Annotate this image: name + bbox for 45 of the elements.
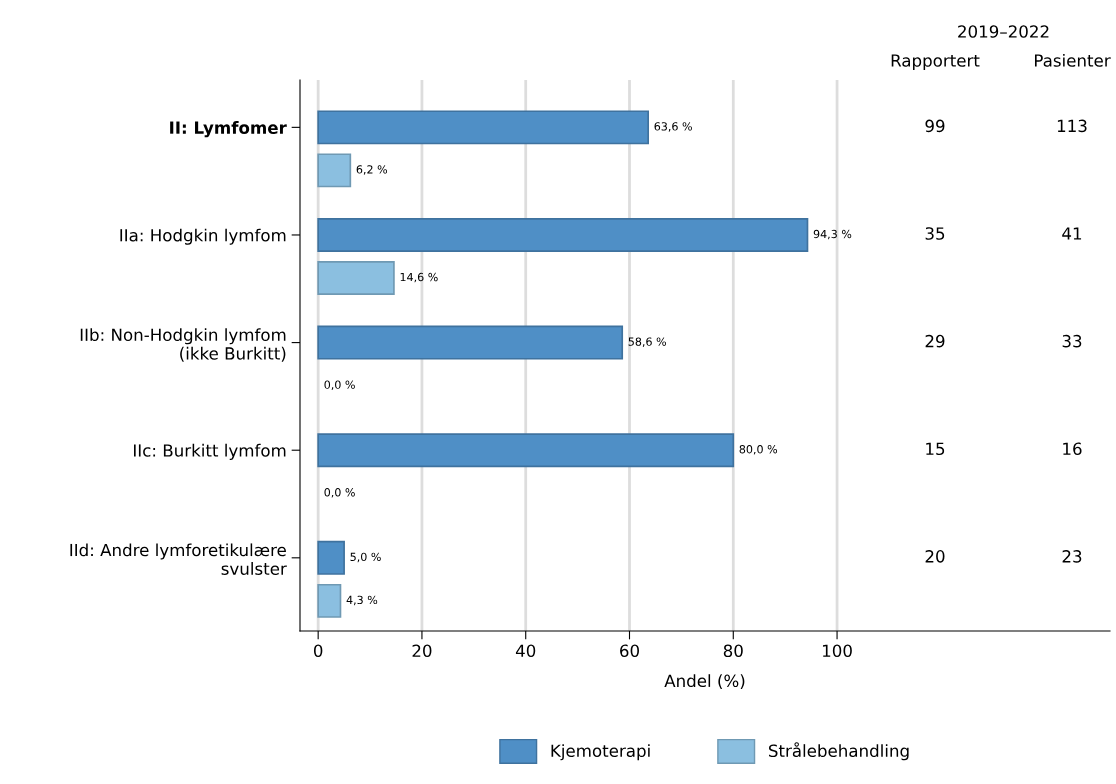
y-tick-label: IIa: Hodgkin lymfom xyxy=(120,228,286,245)
y-tick-label: IIb: Non-Hodgkin lymfom (ikke Burkitt) xyxy=(80,328,286,362)
legend-label: Strålebehandling xyxy=(768,742,909,761)
annotation: 20 xyxy=(925,550,945,563)
data-label: 58,6 % xyxy=(628,337,667,347)
bar xyxy=(317,261,395,295)
bar xyxy=(317,325,624,360)
data-label: 4,3 % xyxy=(346,595,378,606)
x-tick-label: 60 xyxy=(620,644,639,658)
annotation: 23 xyxy=(1062,550,1082,563)
bar xyxy=(317,217,809,252)
text: Pasienter xyxy=(1034,53,1111,67)
text: 2019–2022 xyxy=(958,25,1049,38)
y-tick-label: IIc: Burkitt lymfom xyxy=(134,443,286,460)
data-label: 6,2 % xyxy=(356,165,388,175)
x-tick-label: 80 xyxy=(723,644,743,658)
data-label: 80,0 % xyxy=(739,445,778,455)
x-tick-label: 40 xyxy=(515,644,536,658)
x-axis-title: Andel (%) xyxy=(664,674,745,690)
legend-label: Kjemoterapi xyxy=(551,744,650,761)
data-label: 14,6 % xyxy=(400,272,438,283)
annotation: 113 xyxy=(1057,119,1087,133)
x-tick-label: 0 xyxy=(313,644,323,658)
data-label: 0,0 % xyxy=(324,380,355,390)
bar xyxy=(317,153,352,188)
data-label: 94,3 % xyxy=(813,229,852,240)
y-tick-label: II: Lymfomer xyxy=(170,121,287,138)
annotation: 33 xyxy=(1062,334,1082,348)
text: Rapportert xyxy=(891,54,980,71)
annotation: 15 xyxy=(926,442,945,456)
annotation: 16 xyxy=(1063,442,1082,456)
data-label: 63,6 % xyxy=(654,122,692,132)
x-tick-label: 100 xyxy=(822,644,852,658)
bar xyxy=(317,110,650,145)
y-tick-label: IId: Andre lymforetikulære svulster xyxy=(70,543,287,575)
bar xyxy=(317,583,342,618)
annotation: 35 xyxy=(925,227,945,240)
data-label: 5,0 % xyxy=(350,552,381,563)
bar xyxy=(317,433,735,468)
data-label: 0,0 % xyxy=(324,488,355,498)
bar xyxy=(317,540,345,575)
annotation: 99 xyxy=(925,119,945,133)
x-tick-label: 20 xyxy=(412,644,432,658)
annotation: 29 xyxy=(925,334,945,348)
annotation: 41 xyxy=(1062,227,1082,240)
